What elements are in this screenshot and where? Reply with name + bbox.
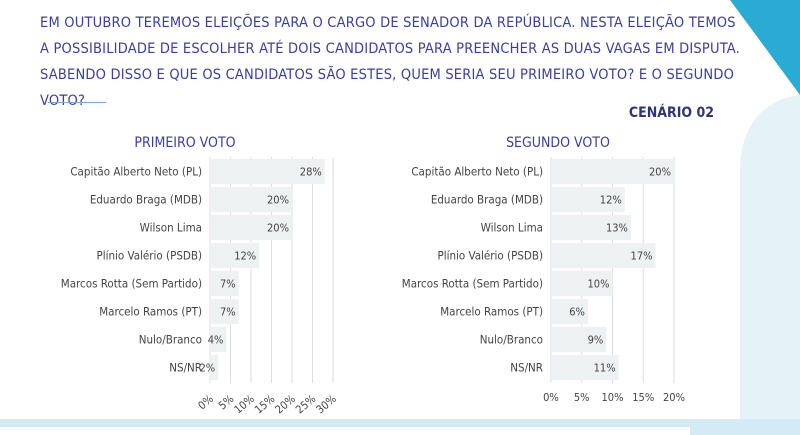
primeiro-value-label: 2% [199, 362, 215, 375]
segundo-tick-label: 10% [602, 391, 624, 404]
segundo-bar [551, 327, 607, 352]
primeiro-bar [210, 243, 260, 268]
scenario-label: CENÁRIO 02 [628, 105, 714, 121]
primeiro-tick-label: 0% [196, 392, 216, 412]
segundo-bar [551, 159, 674, 184]
segundo-category-label: Marcos Rotta (Sem Partido) [402, 277, 543, 291]
title-divider [48, 102, 106, 103]
footer-bar-accent [690, 421, 800, 435]
segundo-chart-title: SEGUNDO VOTO [506, 135, 610, 151]
primeiro-category-label: Eduardo Braga (MDB) [90, 193, 202, 207]
primeiro-category-label: Plínio Valério (PSDB) [97, 249, 203, 263]
primeiro-tick-label: 30% [314, 392, 339, 416]
primeiro-bar [210, 159, 325, 184]
segundo-category-label: NS/NR [510, 361, 543, 375]
primeiro-category-label: Marcelo Ramos (PT) [99, 305, 202, 319]
segundo-category-label: Eduardo Braga (MDB) [431, 193, 543, 207]
segundo-bar [551, 355, 619, 380]
segundo-value-label: 9% [588, 334, 604, 347]
primeiro-value-label: 4% [208, 334, 224, 347]
segundo-category-label: Plínio Valério (PSDB) [438, 249, 544, 263]
segundo-category-label: Wilson Lima [481, 221, 543, 235]
primeiro-bar [210, 327, 227, 352]
segundo-tick-label: 0% [543, 391, 559, 404]
primeiro-value-label: 20% [267, 194, 289, 207]
primeiro-bar [210, 355, 219, 380]
primeiro-value-label: 28% [300, 166, 322, 179]
segundo-value-label: 6% [569, 306, 585, 319]
primeiro-category-label: NS/NR [169, 361, 202, 375]
primeiro-category-label: Nulo/Branco [139, 333, 202, 347]
segundo-tick-label: 20% [663, 391, 685, 404]
primeiro-tick-label: 15% [252, 392, 277, 416]
segundo-value-label: 10% [588, 278, 610, 291]
segundo-value-label: 17% [631, 250, 653, 263]
primeiro-bar [210, 215, 292, 240]
primeiro-category-label: Capitão Alberto Neto (PL) [70, 165, 202, 179]
primeiro-bar [210, 187, 292, 212]
segundo-bar [551, 243, 656, 268]
primeiro-tick-label: 10% [232, 392, 257, 416]
segundo-tick-label: 15% [632, 391, 654, 404]
primeiro-bar [210, 299, 239, 324]
primeiro-value-label: 7% [220, 306, 236, 319]
primeiro-value-label: 20% [267, 222, 289, 235]
primeiro-value-label: 7% [220, 278, 236, 291]
segundo-category-label: Marcelo Ramos (PT) [440, 305, 543, 319]
segundo-category-label: Capitão Alberto Neto (PL) [411, 165, 543, 179]
segundo-value-label: 13% [606, 222, 628, 235]
primeiro-category-label: Marcos Rotta (Sem Partido) [61, 277, 202, 291]
segundo-tick-label: 5% [574, 391, 590, 404]
primeiro-category-label: Wilson Lima [140, 221, 202, 235]
primeiro-tick-label: 20% [273, 392, 298, 416]
primeiro-bar [210, 271, 239, 296]
primeiro-value-label: 12% [234, 250, 256, 263]
segundo-category-label: Nulo/Branco [480, 333, 543, 347]
segundo-bar [551, 215, 631, 240]
segundo-value-label: 20% [649, 166, 671, 179]
segundo-bar [551, 271, 613, 296]
primeiro-tick-label: 25% [293, 392, 318, 416]
decorative-shape [730, 0, 800, 435]
primeiro-chart-title: PRIMEIRO VOTO [134, 135, 235, 151]
segundo-bar [551, 187, 625, 212]
segundo-bar [551, 299, 588, 324]
segundo-value-label: 11% [594, 362, 616, 375]
segundo-value-label: 12% [600, 194, 622, 207]
footer-bar [0, 419, 800, 427]
question-text: EM OUTUBRO TEREMOS ELEIÇÕES PARA O CARGO… [40, 15, 740, 109]
